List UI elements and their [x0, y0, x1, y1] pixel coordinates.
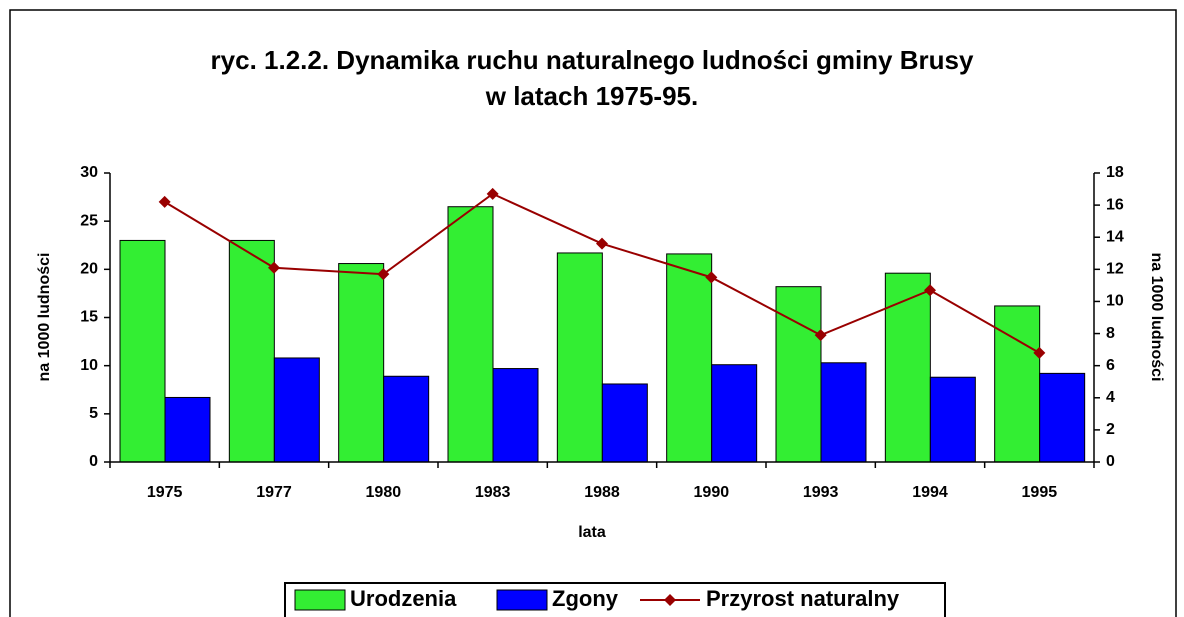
bar	[820, 362, 867, 463]
y2-tick-label: 2	[1106, 421, 1115, 438]
y2-tick-label: 4	[1106, 389, 1115, 406]
y2-tick-label: 8	[1106, 325, 1115, 342]
y2-tick-label: 18	[1106, 164, 1124, 181]
x-tick-label: 1995	[1022, 484, 1058, 501]
chart-title: ryc. 1.2.2. Dynamika ruchu naturalnego l…	[211, 45, 974, 75]
bar	[383, 375, 430, 463]
legend-swatch	[294, 589, 346, 611]
bar	[556, 252, 603, 463]
y-tick-label: 20	[80, 261, 98, 278]
legend-swatch	[664, 594, 676, 606]
bar	[711, 364, 758, 463]
line-marker	[377, 268, 390, 281]
legend-label: Urodzenia	[350, 586, 457, 611]
bar	[164, 396, 211, 463]
y-tick-label: 30	[80, 164, 98, 181]
bar	[492, 368, 539, 463]
chart-frame	[9, 9, 1177, 617]
x-axis-label: lata	[578, 524, 606, 541]
line-marker	[268, 261, 280, 274]
y-tick-label: 25	[80, 212, 98, 229]
legend-label: Przyrost naturalny	[706, 586, 900, 611]
x-tick-label: 1994	[912, 484, 948, 501]
y2-tick-label: 12	[1106, 261, 1124, 278]
y-axis-label: na 1000 ludności	[36, 253, 53, 382]
bar	[273, 357, 320, 463]
bar	[447, 206, 494, 463]
legend-swatch	[496, 589, 548, 611]
x-tick-label: 1993	[803, 484, 839, 501]
line-marker	[705, 271, 718, 284]
line-marker	[486, 187, 499, 200]
line-marker	[596, 237, 608, 250]
line-marker	[1033, 346, 1046, 359]
bar	[994, 305, 1041, 463]
y2-tick-label: 0	[1106, 453, 1115, 470]
bar	[666, 253, 713, 463]
legend-box	[284, 582, 946, 617]
y2-tick-label: 6	[1106, 357, 1115, 374]
x-tick-label: 1990	[694, 484, 730, 501]
bar	[601, 383, 648, 463]
x-tick-label: 1975	[147, 484, 183, 501]
bar	[338, 263, 385, 463]
x-tick-label: 1983	[475, 484, 511, 501]
x-tick-label: 1977	[256, 484, 292, 501]
bar	[119, 239, 166, 463]
bar	[1039, 372, 1086, 463]
legend-label: Zgony	[552, 586, 619, 611]
bar	[228, 239, 275, 463]
y2-axis-label: na 1000 ludności	[1148, 253, 1165, 382]
line-marker	[814, 329, 827, 342]
chart-title: w latach 1975-95.	[485, 81, 698, 111]
bar	[929, 376, 976, 463]
y-tick-label: 5	[89, 405, 98, 422]
y-tick-label: 10	[80, 357, 98, 374]
x-tick-label: 1988	[584, 484, 620, 501]
y2-tick-label: 10	[1106, 293, 1124, 310]
x-tick-label: 1980	[366, 484, 402, 501]
line-marker	[924, 284, 936, 297]
line-marker	[158, 195, 171, 208]
y2-tick-label: 16	[1106, 196, 1124, 213]
y2-tick-label: 14	[1106, 228, 1124, 245]
y-tick-label: 15	[80, 309, 98, 326]
bar	[775, 286, 822, 463]
y-tick-label: 0	[89, 453, 98, 470]
bar	[884, 272, 931, 463]
